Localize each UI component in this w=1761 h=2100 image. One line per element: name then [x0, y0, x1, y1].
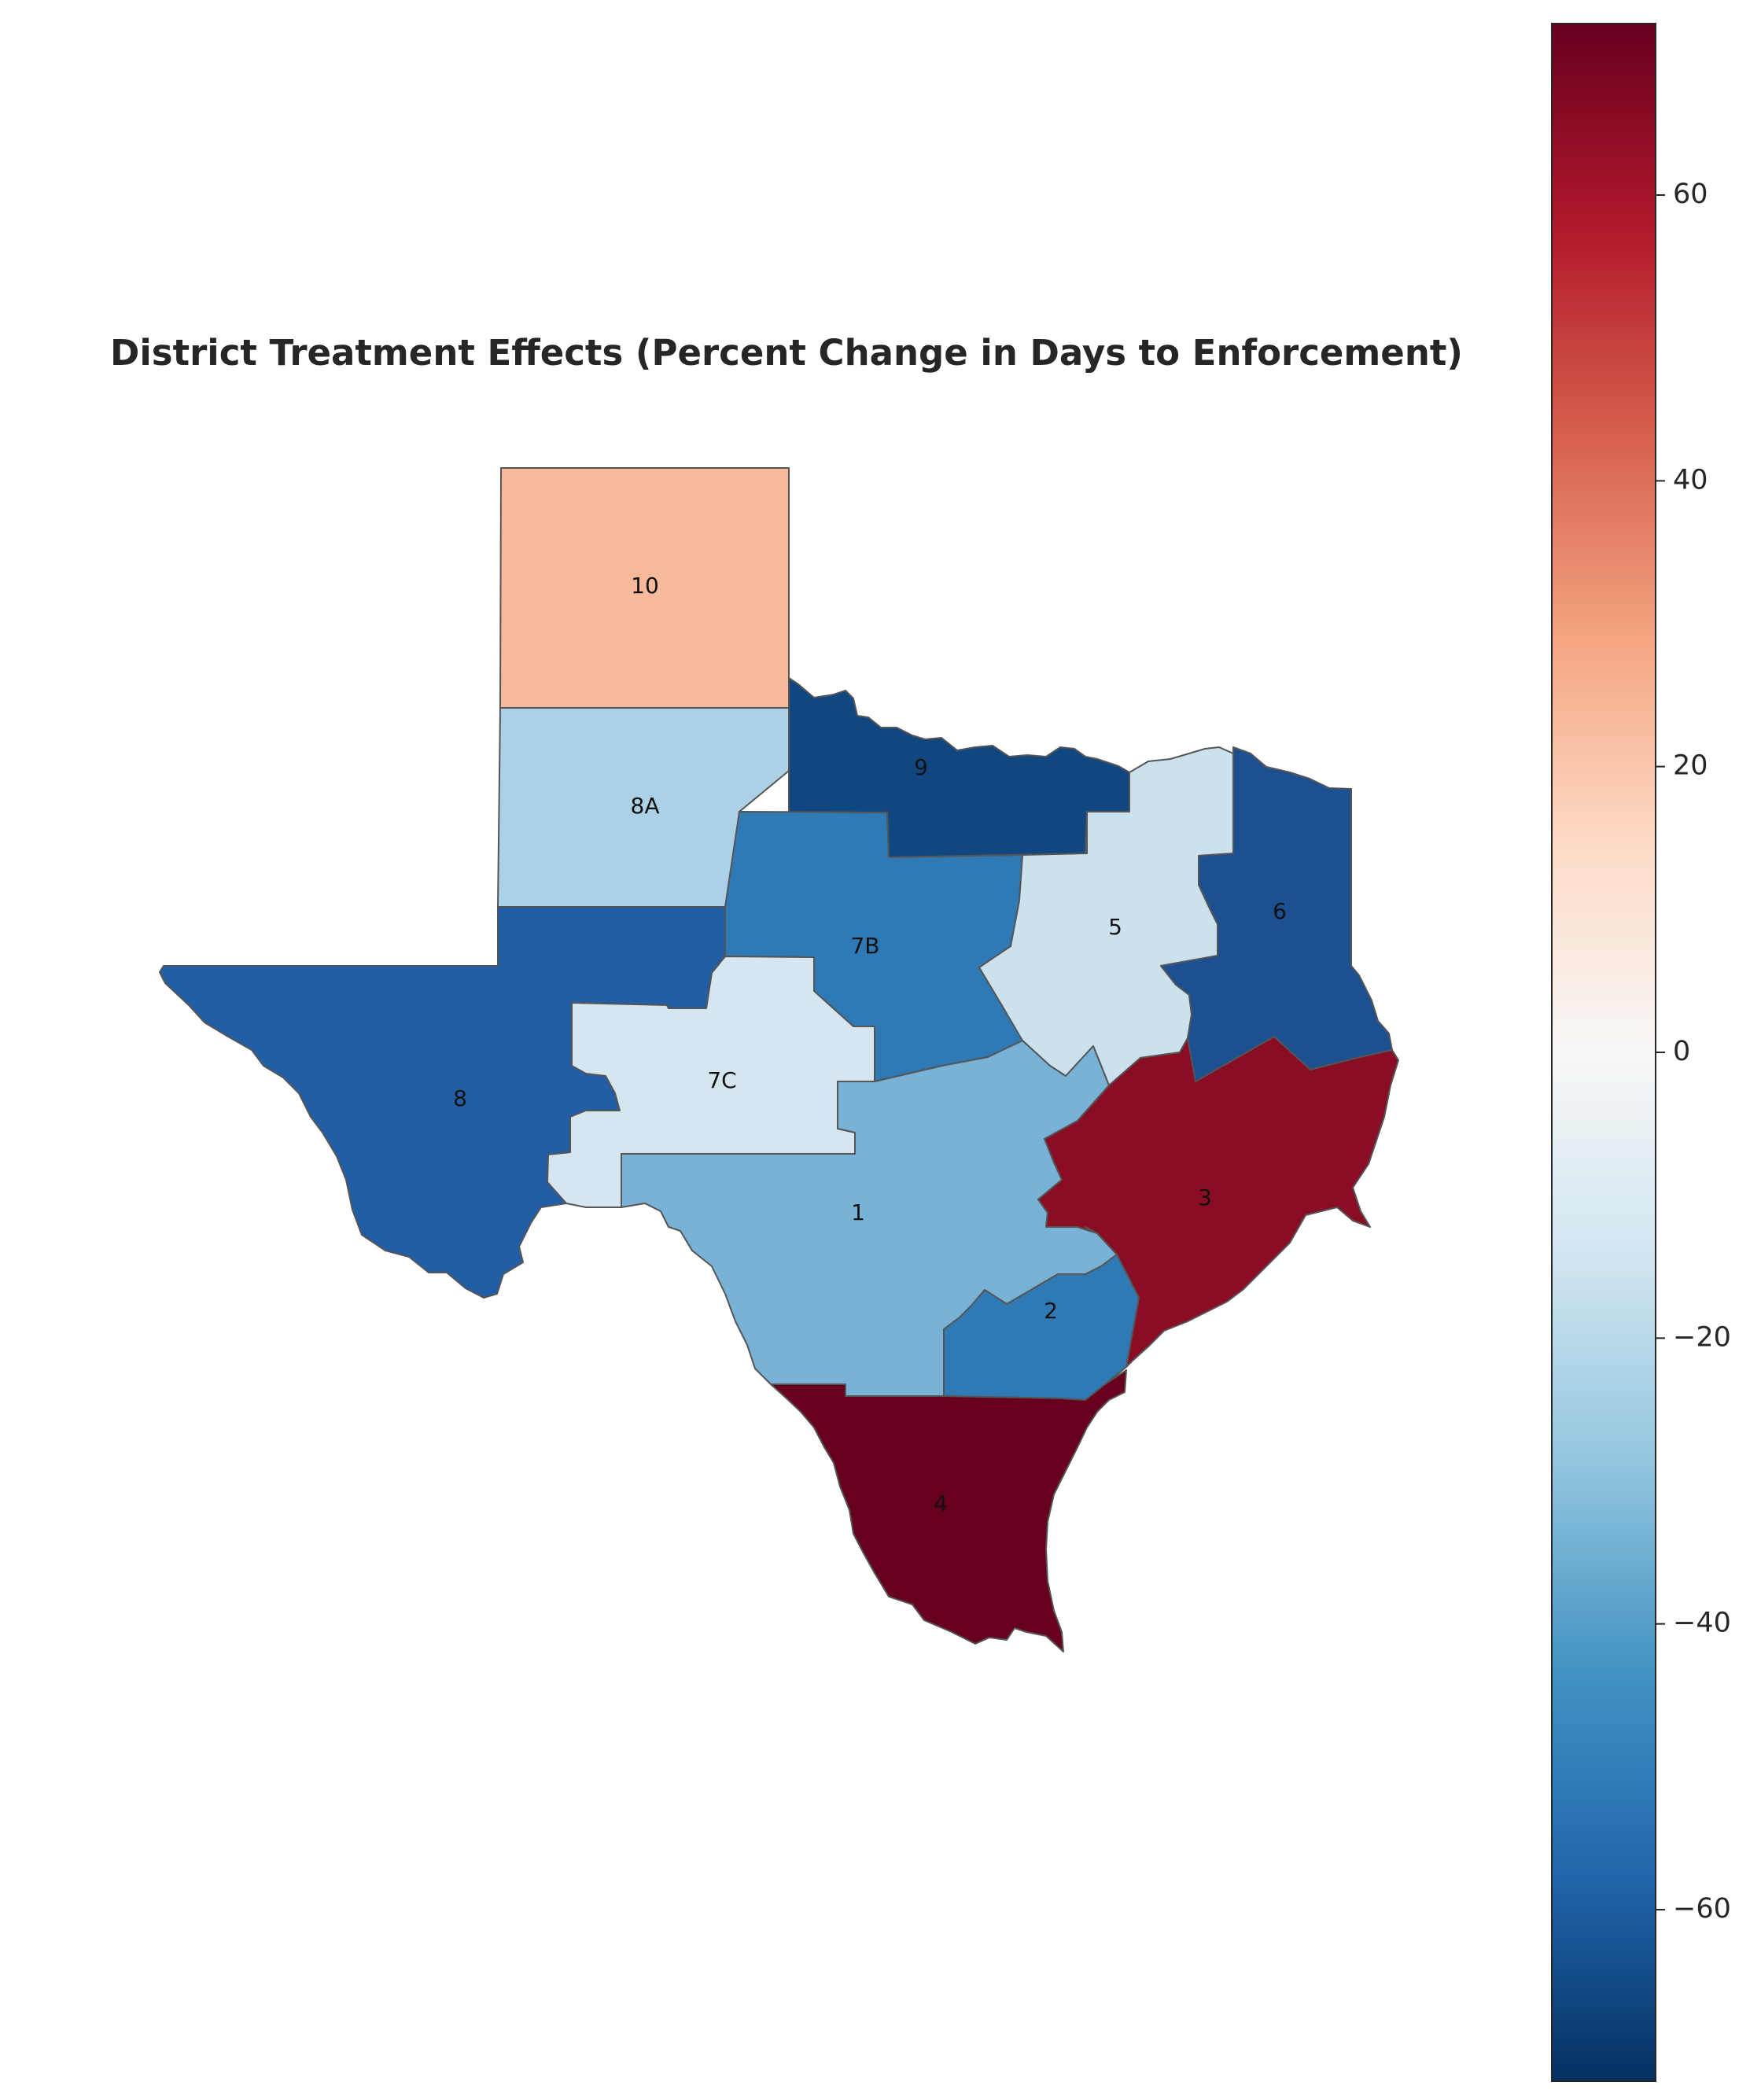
district-6-label: 6 [1273, 898, 1287, 924]
chart-title: District Treatment Effects (Percent Chan… [110, 332, 1463, 374]
district-7c-label: 7C [707, 1067, 736, 1093]
district-7b-label: 7B [850, 933, 879, 959]
colorbar-tick-label: −60 [1673, 1893, 1731, 1925]
colorbar-tick-label: −40 [1673, 1608, 1731, 1639]
district-8a-label: 8A [631, 793, 660, 819]
district-4-region [770, 1369, 1127, 1652]
colorbar-tick-label: −20 [1673, 1321, 1731, 1353]
district-layer [159, 467, 1399, 1652]
district-10-label: 10 [631, 573, 659, 599]
colorbar-ticks: 60 40 20 0 −20 −40 −60 [1656, 179, 1731, 1925]
colorbar: 60 40 20 0 −20 −40 −60 [1551, 23, 1731, 2082]
district-9-label: 9 [914, 754, 928, 780]
district-5-label: 5 [1108, 914, 1122, 940]
district-1-label: 1 [851, 1199, 865, 1225]
colorbar-tick-label: 0 [1673, 1036, 1690, 1067]
district-3-label: 3 [1198, 1184, 1212, 1210]
district-8-label: 8 [453, 1085, 467, 1111]
district-3-region [1037, 1036, 1399, 1368]
district-4-label: 4 [934, 1490, 948, 1516]
colorbar-tick-label: 20 [1673, 750, 1708, 782]
colorbar-tick-label: 40 [1673, 464, 1708, 496]
colorbar-gradient [1551, 23, 1656, 2082]
colorbar-tick-label: 60 [1673, 179, 1708, 210]
district-label-layer: 10 8A 9 7B 5 6 8 7C 1 3 2 4 [453, 573, 1287, 1516]
district-2-label: 2 [1044, 1298, 1058, 1324]
district-2-region [943, 1226, 1140, 1401]
